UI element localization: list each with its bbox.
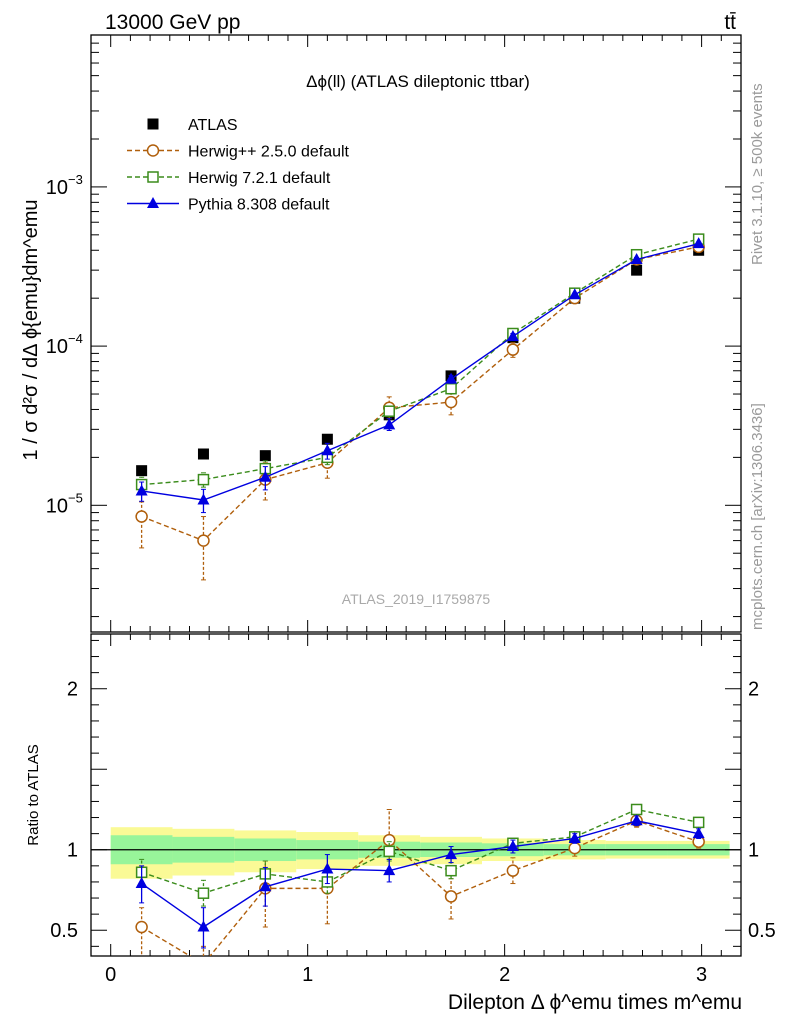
series-layer xyxy=(135,803,705,970)
data-point-herwig_new xyxy=(383,845,395,858)
series-line-herwig_new xyxy=(141,238,699,486)
x-tick-label: 0 xyxy=(105,964,116,986)
y-tick-label: 10 xyxy=(46,177,68,199)
legend-marker xyxy=(146,144,160,157)
ratio-y-tick-label-right: 1 xyxy=(748,840,759,862)
y-tick-label-exponent: −3 xyxy=(68,172,83,187)
legend-label: Herwig 7.2.1 default xyxy=(188,170,331,187)
legend-label: Pythia 8.308 default xyxy=(188,197,330,214)
data-point-pythia xyxy=(692,827,705,839)
data-point-pythia xyxy=(568,831,581,843)
main-panel: 10−510−410−3 xyxy=(46,34,742,633)
legend-label: Herwig++ 2.5.0 default xyxy=(188,144,350,161)
data-point-atlas xyxy=(631,264,643,276)
data-point-herwig_old xyxy=(444,395,458,409)
main-plot-frame xyxy=(90,34,742,633)
data-point-pythia xyxy=(630,814,643,826)
data-point-atlas xyxy=(197,448,209,460)
series-pythia xyxy=(135,237,705,514)
watermark-label: ATLAS_2019_I1759875 xyxy=(342,591,491,607)
data-point-pythia xyxy=(259,470,272,482)
y-tick-label-exponent: −4 xyxy=(68,331,83,346)
y-tick-label-exponent: −5 xyxy=(68,490,83,505)
data-point-pythia xyxy=(506,840,519,852)
data-point-herwig_new xyxy=(197,887,210,899)
series-herwig_new xyxy=(135,233,705,494)
ratio-plot-frame xyxy=(90,633,742,957)
series-line-herwig_new xyxy=(141,808,699,894)
data-point-herwig_old xyxy=(135,920,148,934)
y-tick-label: 10 xyxy=(46,495,68,517)
legend-label: ATLAS xyxy=(188,117,238,134)
legend-item-herwig_new: Herwig 7.2.1 default xyxy=(127,170,331,187)
x-tick-label: 3 xyxy=(696,964,707,986)
data-point-pythia xyxy=(568,288,581,300)
legend-marker xyxy=(147,197,159,208)
series-layer xyxy=(135,233,705,581)
series-pythia xyxy=(135,814,705,949)
series-line-herwig_old xyxy=(141,246,699,542)
data-point-atlas xyxy=(321,433,333,445)
data-point-pythia xyxy=(445,848,458,860)
x-tick-label: 1 xyxy=(302,964,313,986)
legend-marker xyxy=(147,118,159,130)
data-point-herwig_new xyxy=(692,816,705,829)
data-point-pythia xyxy=(197,493,210,505)
data-point-pythia xyxy=(321,444,334,456)
series-line-pythia xyxy=(141,820,699,928)
data-point-herwig_old xyxy=(198,959,209,970)
data-point-herwig_new xyxy=(383,405,395,417)
data-point-herwig_new xyxy=(445,864,457,877)
x-axis-label: Dilepton Δ ϕ^emu times m^emu xyxy=(448,991,742,1014)
legend-item-pythia: Pythia 8.308 default xyxy=(127,197,330,214)
series-line-pythia xyxy=(141,242,699,501)
legend-item-herwig_old: Herwig++ 2.5.0 default xyxy=(127,144,350,161)
ratio-y-axis-label: Ratio to ATLAS xyxy=(25,744,42,845)
data-point-pythia xyxy=(383,864,396,876)
data-point-atlas xyxy=(136,465,148,477)
data-point-pythia xyxy=(630,252,643,264)
data-point-pythia xyxy=(259,880,272,892)
legend-marker xyxy=(147,171,159,183)
data-point-herwig_new xyxy=(630,803,643,816)
y-tick-label: 10 xyxy=(46,336,68,358)
ratio-y-tick-label: 1 xyxy=(67,840,78,862)
ratio-panel: 0 1 2 3 0.5 0.5 1 1 2 2 xyxy=(50,633,776,986)
y-axis-label: 1 / σ d²σ / dΔ ϕ{emu}dm^emu xyxy=(20,200,42,461)
collision-energy-label: 13000 GeV pp xyxy=(105,11,240,34)
rivet-version-label: Rivet 3.1.10, ≥ 500k events xyxy=(749,83,766,265)
legend: ATLAS Herwig++ 2.5.0 default Herwig 7.2.1 … xyxy=(127,117,350,214)
ratio-y-tick-label: 2 xyxy=(67,679,78,701)
x-tick-label: 2 xyxy=(499,964,510,986)
data-point-herwig_old xyxy=(197,534,210,547)
data-point-pythia xyxy=(197,920,210,932)
data-point-herwig_old xyxy=(506,864,520,877)
series-atlas xyxy=(136,244,705,477)
ratio-y-tick-label-right: 0.5 xyxy=(748,920,776,942)
data-point-pythia xyxy=(135,484,148,496)
data-point-herwig_new xyxy=(197,473,210,486)
ratio-y-tick-label-right: 2 xyxy=(748,679,759,701)
data-point-pythia xyxy=(135,877,148,889)
data-point-pythia xyxy=(506,329,519,341)
mcplots-label: mcplots.cern.ch [arXiv:1306.3436] xyxy=(749,403,766,630)
data-point-herwig_old xyxy=(506,343,520,356)
series-herwig_old xyxy=(135,240,705,581)
data-point-atlas xyxy=(259,450,271,462)
data-point-pythia xyxy=(445,372,458,384)
data-point-herwig_old xyxy=(444,890,458,903)
chart-title: Δϕ(ll) (ATLAS dileptonic ttbar) xyxy=(306,72,530,91)
data-point-pythia xyxy=(692,237,705,249)
data-point-pythia xyxy=(321,862,334,874)
legend-item-atlas: ATLAS xyxy=(147,117,238,134)
data-point-pythia xyxy=(383,418,396,430)
series-line-herwig_old xyxy=(141,820,699,956)
data-point-herwig_old xyxy=(568,841,582,855)
data-point-herwig_new xyxy=(445,382,457,395)
process-label: tt̄ xyxy=(724,11,736,34)
data-point-herwig_old xyxy=(135,510,148,523)
ratio-y-tick-label: 0.5 xyxy=(50,920,78,942)
